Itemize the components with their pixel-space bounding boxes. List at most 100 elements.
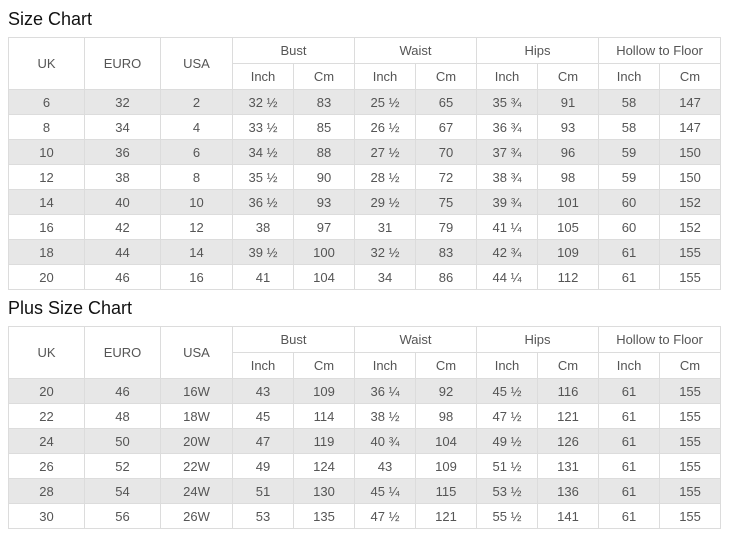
- table-cell: 155: [659, 453, 722, 479]
- table-cell: 36 ¼: [354, 378, 417, 404]
- table-cell: 147: [659, 114, 722, 140]
- table-cell: 34: [354, 264, 417, 290]
- table-cell: 91: [537, 89, 600, 115]
- table-cell: 8: [160, 164, 233, 190]
- plus-size-chart-title: Plus Size Chart: [8, 298, 133, 318]
- table-cell: 48: [84, 403, 161, 429]
- table-cell: 47: [232, 428, 294, 454]
- table-cell: 75: [415, 189, 478, 215]
- group-header-bust: Bust: [231, 326, 356, 353]
- table-cell: 43: [232, 378, 294, 404]
- table-cell: 61: [598, 403, 661, 429]
- table-cell: 33 ½: [232, 114, 294, 140]
- table-cell: 51: [232, 478, 294, 504]
- table-cell: 59: [598, 139, 661, 165]
- table-cell: 131: [537, 453, 600, 479]
- table-cell: 155: [659, 403, 722, 429]
- table-cell: 130: [292, 478, 356, 504]
- table-cell: 104: [292, 264, 356, 290]
- table-cell: 61: [598, 428, 661, 454]
- table-cell: 35 ¾: [476, 89, 539, 115]
- table-cell: 93: [537, 114, 600, 140]
- col-header-usa: USA: [160, 326, 233, 379]
- table-cell: 155: [659, 503, 722, 529]
- table-cell: 59: [598, 164, 661, 190]
- table-cell: 79: [415, 214, 478, 240]
- table-cell: 60: [598, 189, 661, 215]
- table-cell: 44 ¼: [476, 264, 539, 290]
- unit-header-hips-cm: Cm: [537, 63, 600, 90]
- table-row: 20 46 16W 43 109 36 ¼ 92 45 ½ 116 61 155: [8, 378, 722, 404]
- group-header-hips: Hips: [476, 37, 600, 64]
- table-row: 12 38 8 35 ½ 90 28 ½ 72 38 ¾ 98 59 150: [8, 164, 722, 190]
- table-cell: 42: [84, 214, 161, 240]
- table-row: 8 34 4 33 ½ 85 26 ½ 67 36 ¾ 93 58 147: [8, 114, 722, 140]
- table-cell: 109: [537, 239, 600, 265]
- table-cell: 114: [292, 403, 356, 429]
- table-cell: 147: [659, 89, 722, 115]
- group-header-hollow-to-floor: Hollow to Floor: [598, 37, 722, 64]
- table-cell: 47 ½: [476, 403, 539, 429]
- table-cell: 155: [659, 478, 722, 504]
- table-row: 22 48 18W 45 114 38 ½ 98 47 ½ 121 61 155: [8, 403, 722, 429]
- table-cell: 26: [8, 453, 85, 479]
- table-cell: 52: [84, 453, 161, 479]
- table-cell: 67: [415, 114, 478, 140]
- table-cell: 32 ½: [232, 89, 294, 115]
- table-cell: 37 ¾: [476, 139, 539, 165]
- table-cell: 49: [232, 453, 294, 479]
- table-cell: 32 ½: [354, 239, 417, 265]
- table-cell: 8: [8, 114, 85, 140]
- table-cell: 83: [415, 239, 478, 265]
- table-row: 10 36 6 34 ½ 88 27 ½ 70 37 ¾ 96 59 150: [8, 139, 722, 165]
- table-cell: 18: [8, 239, 85, 265]
- unit-header-waist-inch: Inch: [354, 352, 417, 379]
- table-cell: 45: [232, 403, 294, 429]
- unit-header-hollow-to-floor-cm: Cm: [659, 352, 722, 379]
- table-cell: 22W: [160, 453, 233, 479]
- table-cell: 53 ½: [476, 478, 539, 504]
- table-cell: 6: [160, 139, 233, 165]
- table-cell: 16: [160, 264, 233, 290]
- table-cell: 150: [659, 164, 722, 190]
- table-cell: 44: [84, 239, 161, 265]
- table-cell: 105: [537, 214, 600, 240]
- unit-header-waist-cm: Cm: [415, 63, 478, 90]
- table-cell: 41 ¼: [476, 214, 539, 240]
- table-cell: 27 ½: [354, 139, 417, 165]
- table-cell: 16W: [160, 378, 233, 404]
- table-cell: 39 ½: [232, 239, 294, 265]
- table-cell: 119: [292, 428, 356, 454]
- table-cell: 53: [232, 503, 294, 529]
- table-cell: 61: [598, 453, 661, 479]
- table-cell: 38: [232, 214, 294, 240]
- unit-header-hips-cm: Cm: [537, 352, 600, 379]
- table-cell: 34 ½: [232, 139, 294, 165]
- col-header-uk: UK: [8, 326, 85, 379]
- table-cell: 115: [415, 478, 478, 504]
- table-cell: 83: [292, 89, 356, 115]
- table-cell: 18W: [160, 403, 233, 429]
- table-cell: 38 ¾: [476, 164, 539, 190]
- table-row: 28 54 24W 51 130 45 ¼ 115 53 ½ 136 61 155: [8, 478, 722, 504]
- table-cell: 92: [415, 378, 478, 404]
- table-cell: 31: [354, 214, 417, 240]
- unit-header-bust-cm: Cm: [292, 63, 356, 90]
- table-cell: 85: [292, 114, 356, 140]
- table-cell: 50: [84, 428, 161, 454]
- table-cell: 61: [598, 239, 661, 265]
- table-cell: 12: [160, 214, 233, 240]
- table-cell: 16: [8, 214, 85, 240]
- table-cell: 2: [160, 89, 233, 115]
- table-cell: 29 ½: [354, 189, 417, 215]
- table-cell: 155: [659, 428, 722, 454]
- table-cell: 36: [84, 139, 161, 165]
- table-cell: 38: [84, 164, 161, 190]
- table-cell: 24: [8, 428, 85, 454]
- table-cell: 20: [8, 378, 85, 404]
- table-cell: 55 ½: [476, 503, 539, 529]
- table-cell: 54: [84, 478, 161, 504]
- unit-header-hollow-to-floor-inch: Inch: [598, 63, 661, 90]
- unit-header-hollow-to-floor-cm: Cm: [659, 63, 722, 90]
- table-cell: 109: [292, 378, 356, 404]
